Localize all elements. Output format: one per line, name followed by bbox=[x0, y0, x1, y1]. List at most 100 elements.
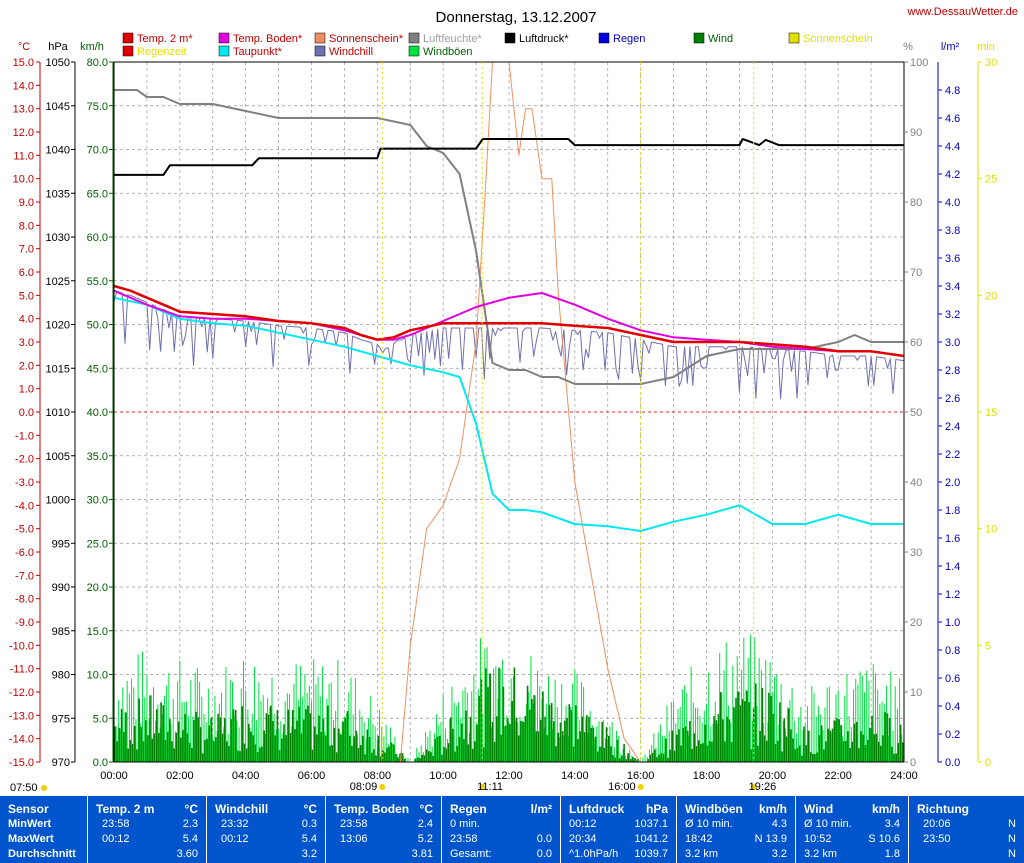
stats-time: 23:58 bbox=[450, 833, 478, 845]
rain-tick-label: 2.0 bbox=[945, 477, 960, 489]
pressure-tick-label: 1045 bbox=[46, 101, 70, 113]
humidity-tick-label: 90 bbox=[910, 127, 922, 139]
x-tick-label: 02:00 bbox=[166, 770, 194, 782]
rain-tick-label: 4.6 bbox=[945, 113, 960, 125]
stats-value: N bbox=[1008, 818, 1016, 830]
humidity-tick-label: 80 bbox=[910, 197, 922, 209]
wind-tick-label: 80.0 bbox=[87, 57, 108, 69]
grid bbox=[114, 62, 904, 762]
temp-tick-label: -1.0 bbox=[15, 430, 34, 442]
rain-tick-label: 1.0 bbox=[945, 617, 960, 629]
site-url[interactable]: www.DessauWetter.de bbox=[907, 6, 1018, 18]
wind-tick-label: 25.0 bbox=[87, 538, 108, 550]
stats-time: 23:58 bbox=[102, 818, 130, 830]
temp-tick-label: 11.0 bbox=[13, 150, 34, 162]
rain-tick-label: 2.2 bbox=[945, 449, 960, 461]
unit-temp: °C bbox=[18, 41, 30, 53]
series-taupunkt bbox=[113, 296, 904, 532]
x-tick-label: 12:00 bbox=[495, 770, 523, 782]
temp-tick-label: -8.0 bbox=[15, 594, 34, 606]
pressure-tick-label: 1030 bbox=[46, 232, 70, 244]
stats-row-label: Durchschnitt bbox=[8, 848, 76, 860]
humidity-tick-label: 30 bbox=[910, 547, 922, 559]
stats-column-unit: km/h bbox=[871, 802, 900, 816]
wind-bars bbox=[113, 634, 904, 762]
temp-tick-label: -2.0 bbox=[15, 454, 34, 466]
x-tick-label: 08:00 bbox=[364, 770, 392, 782]
series-lines bbox=[113, 61, 905, 763]
rain-tick-label: 1.8 bbox=[945, 505, 960, 517]
legend-swatch bbox=[218, 32, 230, 44]
series-sonnenschein bbox=[114, 61, 904, 763]
legend-swatch bbox=[314, 45, 326, 57]
stats-value: 1039.7 bbox=[634, 848, 668, 860]
stats-row-label: MinWert bbox=[8, 818, 52, 830]
moonset-label: 19:26 bbox=[749, 781, 777, 793]
temp-tick-label: 5.0 bbox=[19, 290, 34, 302]
stats-column-unit: °C bbox=[419, 802, 433, 816]
legend-swatch bbox=[598, 32, 610, 44]
stats-value: N bbox=[1008, 833, 1016, 845]
x-tick-label: 24:00 bbox=[890, 770, 918, 782]
x-tick-label: 00:00 bbox=[100, 770, 128, 782]
stats-column-title: Sensor bbox=[8, 802, 49, 816]
legend-label: Windchill bbox=[329, 46, 373, 58]
legend-label: Regenzeit bbox=[137, 46, 187, 58]
stats-time: 13:06 bbox=[340, 833, 368, 845]
x-tick-label: 14:00 bbox=[561, 770, 589, 782]
x-tick-label: 04:00 bbox=[232, 770, 260, 782]
rain-tick-label: 0.2 bbox=[945, 729, 960, 741]
rain-tick-label: 2.4 bbox=[945, 421, 960, 433]
temp-tick-label: -4.0 bbox=[15, 500, 34, 512]
wind-tick-label: 5.0 bbox=[93, 713, 108, 725]
dawn-label: 07:50 bbox=[10, 782, 38, 794]
stats-value: 3.4 bbox=[884, 818, 900, 830]
x-tick-label: 16:00 bbox=[627, 770, 655, 782]
wind-tick-label: 60.0 bbox=[87, 232, 108, 244]
temp-tick-label: 7.0 bbox=[19, 244, 34, 256]
stats-value: 2.3 bbox=[182, 818, 198, 830]
humidity-tick-label: 20 bbox=[910, 617, 922, 629]
series-windchill bbox=[113, 290, 905, 400]
x-tick-label: 20:00 bbox=[759, 770, 787, 782]
rain-tick-label: 3.6 bbox=[945, 253, 960, 265]
pressure-tick-label: 1010 bbox=[46, 407, 70, 419]
stats-value: S 10.6 bbox=[868, 833, 900, 845]
rain-tick-label: 1.6 bbox=[945, 533, 960, 545]
stats-row-label: MaxWert bbox=[8, 833, 54, 845]
temp-tick-label: 9.0 bbox=[19, 197, 34, 209]
moonrise-icon bbox=[479, 784, 486, 790]
wind-tick-label: 45.0 bbox=[87, 363, 108, 375]
rain-tick-label: 3.4 bbox=[945, 281, 960, 293]
legend-label: Wind bbox=[708, 33, 733, 45]
rain-tick-label: 0.4 bbox=[945, 701, 960, 713]
stats-time: 00:12 bbox=[221, 833, 249, 845]
pressure-tick-label: 970 bbox=[52, 757, 70, 769]
temp-tick-label: -15.0 bbox=[9, 757, 34, 769]
temp-tick-label: 13.0 bbox=[13, 104, 34, 116]
legend-label: Taupunkt* bbox=[233, 46, 283, 58]
sunrise-icon bbox=[379, 784, 386, 790]
legend-label: Temp. Boden* bbox=[233, 33, 303, 45]
temp-tick-label: -11.0 bbox=[10, 664, 34, 676]
stats-column-title: Wind bbox=[804, 802, 834, 816]
x-tick-label: 22:00 bbox=[824, 770, 852, 782]
stats-time: 00:12 bbox=[569, 818, 597, 830]
wind-tick-label: 0.0 bbox=[93, 757, 108, 769]
stats-value: 3.60 bbox=[176, 848, 198, 860]
stats-value: 1041.2 bbox=[634, 833, 668, 845]
rain-tick-label: 1.2 bbox=[945, 589, 960, 601]
stats-value: 1.8 bbox=[884, 848, 900, 860]
wind-tick-label: 75.0 bbox=[87, 101, 108, 113]
rain-tick-label: 1.4 bbox=[945, 561, 960, 573]
stats-column-title: Regen bbox=[450, 802, 487, 816]
temp-tick-label: 12.0 bbox=[13, 127, 34, 139]
wind-tick-label: 65.0 bbox=[87, 188, 108, 200]
temp-tick-label: -12.0 bbox=[9, 687, 34, 699]
stats-value: 5.4 bbox=[301, 833, 317, 845]
stats-time: Gesamt: bbox=[450, 848, 492, 860]
wind-tick-label: 55.0 bbox=[87, 276, 108, 288]
stats-value: 1037.1 bbox=[634, 818, 668, 830]
temp-tick-label: -14.0 bbox=[9, 734, 34, 746]
legend-label: Sonnenschein* bbox=[329, 33, 404, 45]
